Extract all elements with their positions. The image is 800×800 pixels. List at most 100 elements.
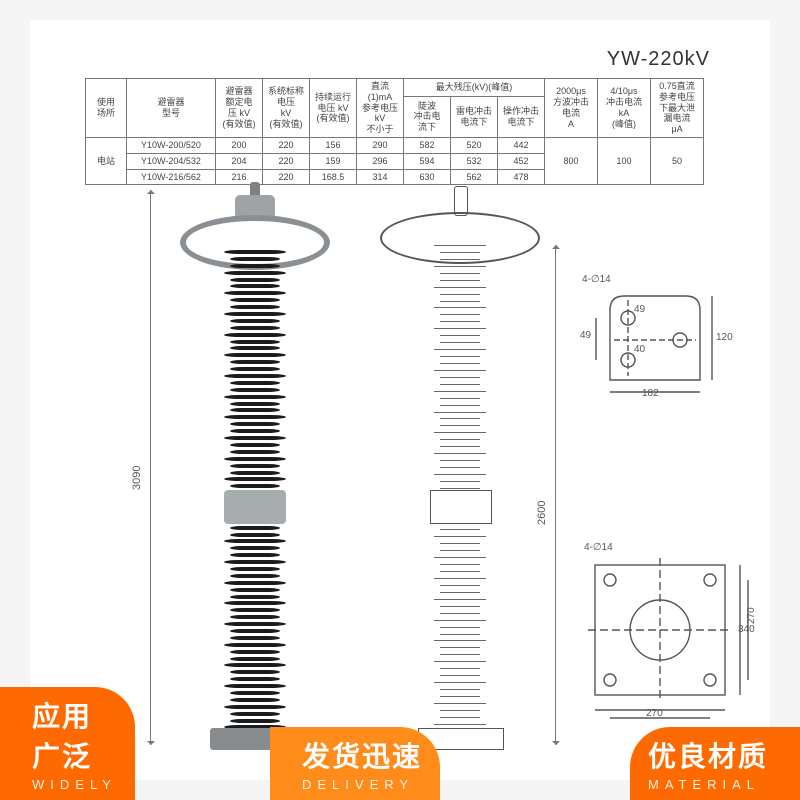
th-i410: 4/10μs冲击电流kA(峰值) [598, 79, 651, 138]
outline-shed-icon [434, 432, 486, 433]
outline-shed-icon [440, 363, 480, 364]
outline-shed-icon [440, 342, 480, 343]
outline-shed-icon [440, 377, 480, 378]
table-row: 电站 Y10W-200/520 200 220 156 290 582 520 … [86, 137, 704, 153]
cell: 452 [498, 153, 545, 169]
shed-icon [230, 326, 280, 330]
cell: 314 [357, 169, 404, 185]
base-holes: 4-∅14 [584, 542, 613, 553]
shed-icon [230, 670, 280, 674]
th-sw: 操作冲击电流下 [498, 96, 545, 137]
shed-icon [230, 305, 280, 309]
shed-icon [230, 346, 280, 350]
mid-clamp-icon [224, 490, 286, 524]
outline-shed-icon [434, 682, 486, 683]
shed-icon [230, 429, 280, 433]
bracket-edge: 40 [634, 344, 645, 355]
outline-shed-icon [440, 314, 480, 315]
cell: 159 [310, 153, 357, 169]
cell-leak: 50 [651, 137, 704, 184]
shed-icon [230, 526, 280, 530]
spec-table: 使用场所 避雷器型号 避雷器额定电压 kV(有效值) 系统标称电压kV(有效值)… [85, 78, 704, 185]
outline-shed-icon [440, 405, 480, 406]
outline-shed-icon [440, 273, 480, 274]
shed-icon [230, 340, 280, 344]
outline-shed-icon [440, 627, 480, 628]
cell-model: Y10W-200/520 [127, 137, 216, 153]
shed-icon [230, 657, 280, 661]
outline-shed-icon [434, 328, 486, 329]
outline-shed-icon [434, 453, 486, 454]
th-system: 系统标称电压kV(有效值) [263, 79, 310, 138]
shed-icon [230, 408, 280, 412]
bracket-h: 120 [716, 332, 733, 343]
base-plate-detail: 4-∅14 340 270 270 [580, 550, 750, 720]
outline-shed-icon [440, 398, 480, 399]
shed-icon [224, 415, 286, 419]
outline-shed-icon [440, 321, 480, 322]
shed-icon [230, 546, 280, 550]
table-header-row-1: 使用场所 避雷器型号 避雷器额定电压 kV(有效值) 系统标称电压kV(有效值)… [86, 79, 704, 97]
shed-icon [224, 312, 286, 316]
cell: 168.5 [310, 169, 357, 185]
outline-shed-icon [440, 488, 480, 489]
shed-icon [230, 278, 280, 282]
outline-shed-icon [440, 613, 480, 614]
base-inner: 270 [746, 607, 757, 624]
shed-icon [230, 284, 280, 288]
datasheet-sheet: YW-220kV 使用场所 避雷器型号 避雷器额定电压 kV(有效值) 系统标称… [30, 20, 770, 780]
outline-shed-icon [440, 259, 480, 260]
outline-shed-icon [440, 425, 480, 426]
cell-model: Y10W-204/532 [127, 153, 216, 169]
outline-shed-icon [440, 696, 480, 697]
cell-model: Y10W-216/562 [127, 169, 216, 185]
cell-i410: 100 [598, 137, 651, 184]
th-sq: 2000μs方波冲击电流A [545, 79, 598, 138]
badge-right-big: 优良材质 [648, 741, 768, 772]
badge-right: 优良材质 MATERIAL [630, 727, 800, 800]
badge-left: 应用 广泛 WIDELY [0, 687, 135, 800]
outline-shed-icon [440, 571, 480, 572]
shed-icon [224, 539, 286, 543]
outline-shed-icon [440, 460, 480, 461]
outline-shed-icon [440, 564, 480, 565]
shed-icon [230, 360, 280, 364]
outline-shed-icon [440, 634, 480, 635]
shed-icon [224, 622, 286, 626]
cell: 220 [263, 153, 310, 169]
spec-table-head: 使用场所 避雷器型号 避雷器额定电压 kV(有效值) 系统标称电压kV(有效值)… [86, 79, 704, 138]
outline-shed-icon [434, 724, 486, 725]
cell: 442 [498, 137, 545, 153]
model-title: YW-220kV [607, 48, 710, 71]
shed-icon [224, 601, 286, 605]
shed-icon [230, 471, 280, 475]
shed-icon [230, 443, 280, 447]
shed-icon [230, 615, 280, 619]
arrester-outline-drawing [380, 190, 540, 750]
outline-shed-icon [440, 280, 480, 281]
th-leak: 0.75直流参考电压下最大泄漏电流μA [651, 79, 704, 138]
shed-icon [224, 581, 286, 585]
th-use: 使用场所 [86, 79, 127, 138]
outline-shed-icon [440, 467, 480, 468]
base-plate-svg [580, 550, 750, 720]
outline-shed-icon [434, 287, 486, 288]
badge-left-big: 应用 [32, 701, 92, 732]
outline-shed-icon [440, 439, 480, 440]
badge-right-sub: MATERIAL [648, 777, 768, 792]
cell: 520 [451, 137, 498, 153]
outline-shed-icon [440, 592, 480, 593]
outline-shed-icon [440, 654, 480, 655]
cell: 156 [310, 137, 357, 153]
figure-area: 3090 2600 4-∅14 [70, 190, 750, 760]
outline-shed-icon [440, 668, 480, 669]
shed-icon [230, 298, 280, 302]
outline-shed-icon [434, 620, 486, 621]
badge-mid-sub: DELIVERY [302, 777, 422, 792]
cell: 296 [357, 153, 404, 169]
badge-mid: 发货迅速 DELIVERY [270, 727, 440, 800]
cell: 532 [451, 153, 498, 169]
shed-icon [230, 608, 280, 612]
outline-shed-icon [434, 370, 486, 371]
dim-overall-h: 3090 [150, 190, 151, 745]
